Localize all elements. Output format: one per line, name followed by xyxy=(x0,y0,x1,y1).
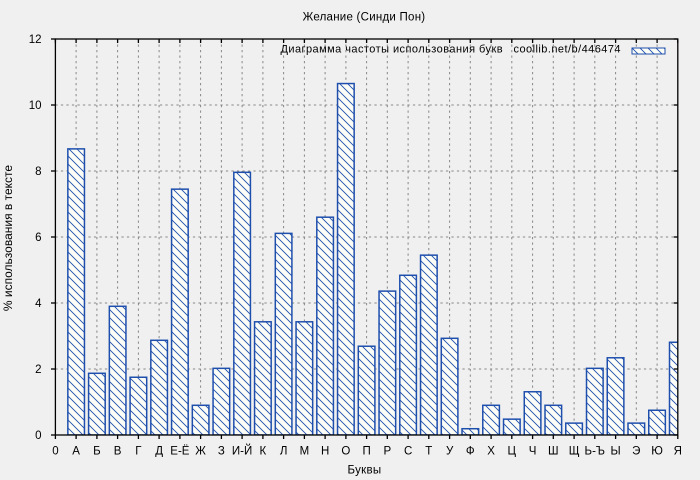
svg-text:6: 6 xyxy=(35,232,41,244)
svg-text:З: З xyxy=(218,445,225,457)
svg-text:П: П xyxy=(362,445,370,457)
svg-text:Ф: Ф xyxy=(466,445,475,457)
svg-text:С: С xyxy=(404,445,412,457)
svg-text:Ь-Ъ: Ь-Ъ xyxy=(585,445,605,457)
svg-text:Ш: Ш xyxy=(548,445,559,457)
svg-text:4: 4 xyxy=(35,298,42,310)
svg-text:Д: Д xyxy=(155,445,163,457)
svg-text:Я: Я xyxy=(674,445,682,457)
svg-text:Ы: Ы xyxy=(611,445,621,457)
svg-text:0: 0 xyxy=(35,430,41,442)
svg-text:Н: Н xyxy=(321,445,329,457)
svg-text:Ц: Ц xyxy=(508,445,517,457)
svg-text:% использования в тексте: % использования в тексте xyxy=(1,165,15,311)
svg-text:Буквы: Буквы xyxy=(348,464,382,476)
svg-text:0: 0 xyxy=(52,445,58,457)
svg-text:У: У xyxy=(446,445,454,457)
svg-text:А: А xyxy=(72,445,80,457)
svg-text:2: 2 xyxy=(35,364,41,376)
svg-text:Р: Р xyxy=(383,445,391,457)
svg-text:8: 8 xyxy=(35,166,41,178)
svg-text:В: В xyxy=(114,445,122,457)
svg-text:К: К xyxy=(260,445,267,457)
svg-text:Т: Т xyxy=(425,445,432,457)
svg-text:Е-Ё: Е-Ё xyxy=(170,445,190,457)
svg-text:Э: Э xyxy=(632,445,640,457)
svg-text:Б: Б xyxy=(93,445,101,457)
svg-text:Желание (Синди Пон): Желание (Синди Пон) xyxy=(303,12,426,24)
svg-text:И-Й: И-Й xyxy=(232,444,252,457)
svg-text:10: 10 xyxy=(29,100,42,112)
svg-text:Ю: Ю xyxy=(651,445,663,457)
svg-text:Диаграмма частоты использовани: Диаграмма частоты использования букв coo… xyxy=(280,43,621,55)
svg-text:Х: Х xyxy=(487,445,495,457)
svg-text:Щ: Щ xyxy=(569,445,580,457)
svg-text:Л: Л xyxy=(280,445,288,457)
svg-text:Ч: Ч xyxy=(529,445,537,457)
svg-text:О: О xyxy=(341,445,350,457)
svg-text:Ж: Ж xyxy=(195,445,206,457)
svg-text:М: М xyxy=(300,445,310,457)
svg-text:Г: Г xyxy=(135,445,142,457)
svg-text:12: 12 xyxy=(29,34,42,46)
